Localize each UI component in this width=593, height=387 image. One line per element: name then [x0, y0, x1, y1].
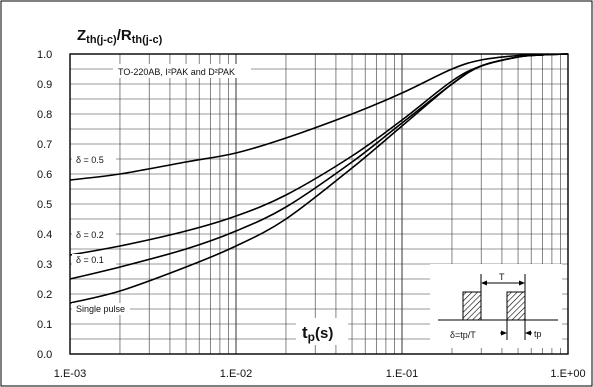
pulse-inset: T δ=tp/T tp — [430, 264, 562, 348]
x-tick-label: 1.E-03 — [54, 368, 86, 380]
x-tick-label: 1.E+00 — [550, 368, 585, 380]
series-line-2 — [69, 53, 569, 280]
y-tick-label: 0.7 — [37, 139, 52, 151]
inset-tp-label: tp — [534, 329, 542, 339]
y-tick-labels: 0.0 0.1 0.2 0.3 0.4 0.5 0.6 0.7 0.8 0.9 1.0 — [37, 49, 52, 361]
label-bg-single — [72, 303, 130, 315]
series-label-delta-0.1: δ = 0.1 — [76, 255, 104, 265]
package-annotation: TO-220AB, I²PAK and D²PAK — [118, 67, 235, 77]
x-tick-label: 1.E-02 — [220, 368, 252, 380]
x-axis-title: tp(s) — [302, 323, 333, 344]
series-label-delta-0.5: δ = 0.5 — [76, 155, 104, 165]
x-tick-label: 1.E-01 — [386, 368, 418, 380]
package-annotation-bg — [113, 64, 251, 78]
plot-area — [69, 53, 569, 355]
inset-bg — [430, 264, 562, 348]
y-tick-label: 0.1 — [37, 319, 52, 331]
x-tick-labels: 1.E-03 1.E-02 1.E-01 1.E+00 — [54, 368, 586, 380]
label-bg-d01 — [72, 254, 116, 266]
y-tick-label: 0.3 — [37, 259, 52, 271]
y-tick-label: 0.6 — [37, 169, 52, 181]
series-lines — [69, 53, 569, 304]
y-tick-label: 0.5 — [37, 199, 52, 211]
label-bg-d05 — [72, 154, 116, 166]
series-label-single-pulse: Single pulse — [76, 304, 125, 314]
y-tick-label: 1.0 — [37, 49, 52, 61]
y-tick-label: 0.9 — [37, 79, 52, 91]
inset-pulse-2 — [506, 291, 526, 321]
label-bg-d02 — [72, 229, 116, 241]
series-line-0 — [69, 53, 569, 181]
series-label-delta-0.2: δ = 0.2 — [76, 230, 104, 240]
inset-pulse-1 — [462, 291, 482, 321]
y-tick-label: 0.0 — [37, 349, 52, 361]
y-tick-label: 0.2 — [37, 289, 52, 301]
series-line-3 — [69, 53, 569, 304]
x-axis-title-bg — [296, 318, 348, 345]
y-tick-label: 0.4 — [37, 229, 52, 241]
y-tick-label: 0.8 — [37, 109, 52, 121]
y-axis-title: Zth(j-c)/Rth(j-c) — [77, 27, 163, 46]
inset-period-label: T — [499, 272, 505, 282]
inset-duty-label: δ=tp/T — [450, 330, 476, 340]
